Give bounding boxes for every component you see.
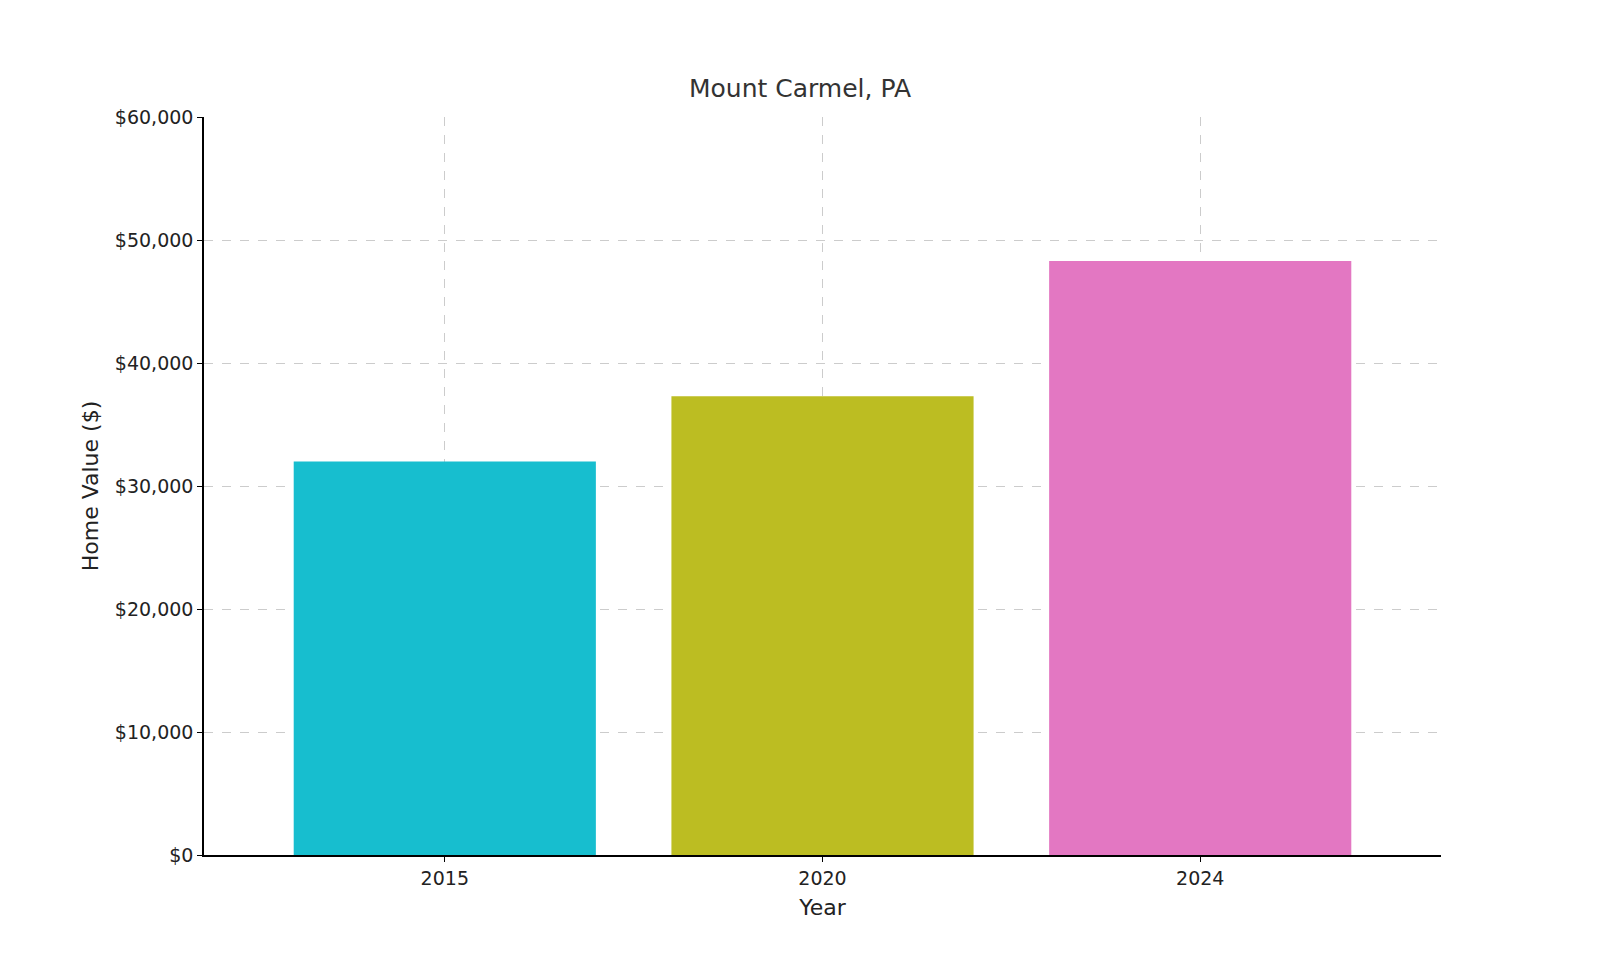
svg-text:2015: 2015 (421, 867, 469, 889)
svg-text:2024: 2024 (1176, 867, 1224, 889)
svg-text:Mount Carmel, PA: Mount Carmel, PA (689, 74, 911, 103)
svg-text:$10,000: $10,000 (115, 721, 194, 743)
svg-text:$0: $0 (169, 844, 193, 866)
svg-text:$20,000: $20,000 (115, 598, 194, 620)
svg-text:Home Value ($): Home Value ($) (78, 401, 103, 572)
svg-text:$30,000: $30,000 (115, 475, 194, 497)
svg-text:2020: 2020 (798, 867, 846, 889)
svg-text:$40,000: $40,000 (115, 352, 194, 374)
svg-text:$50,000: $50,000 (115, 229, 194, 251)
svg-text:$60,000: $60,000 (115, 106, 194, 128)
svg-text:Year: Year (798, 895, 847, 920)
